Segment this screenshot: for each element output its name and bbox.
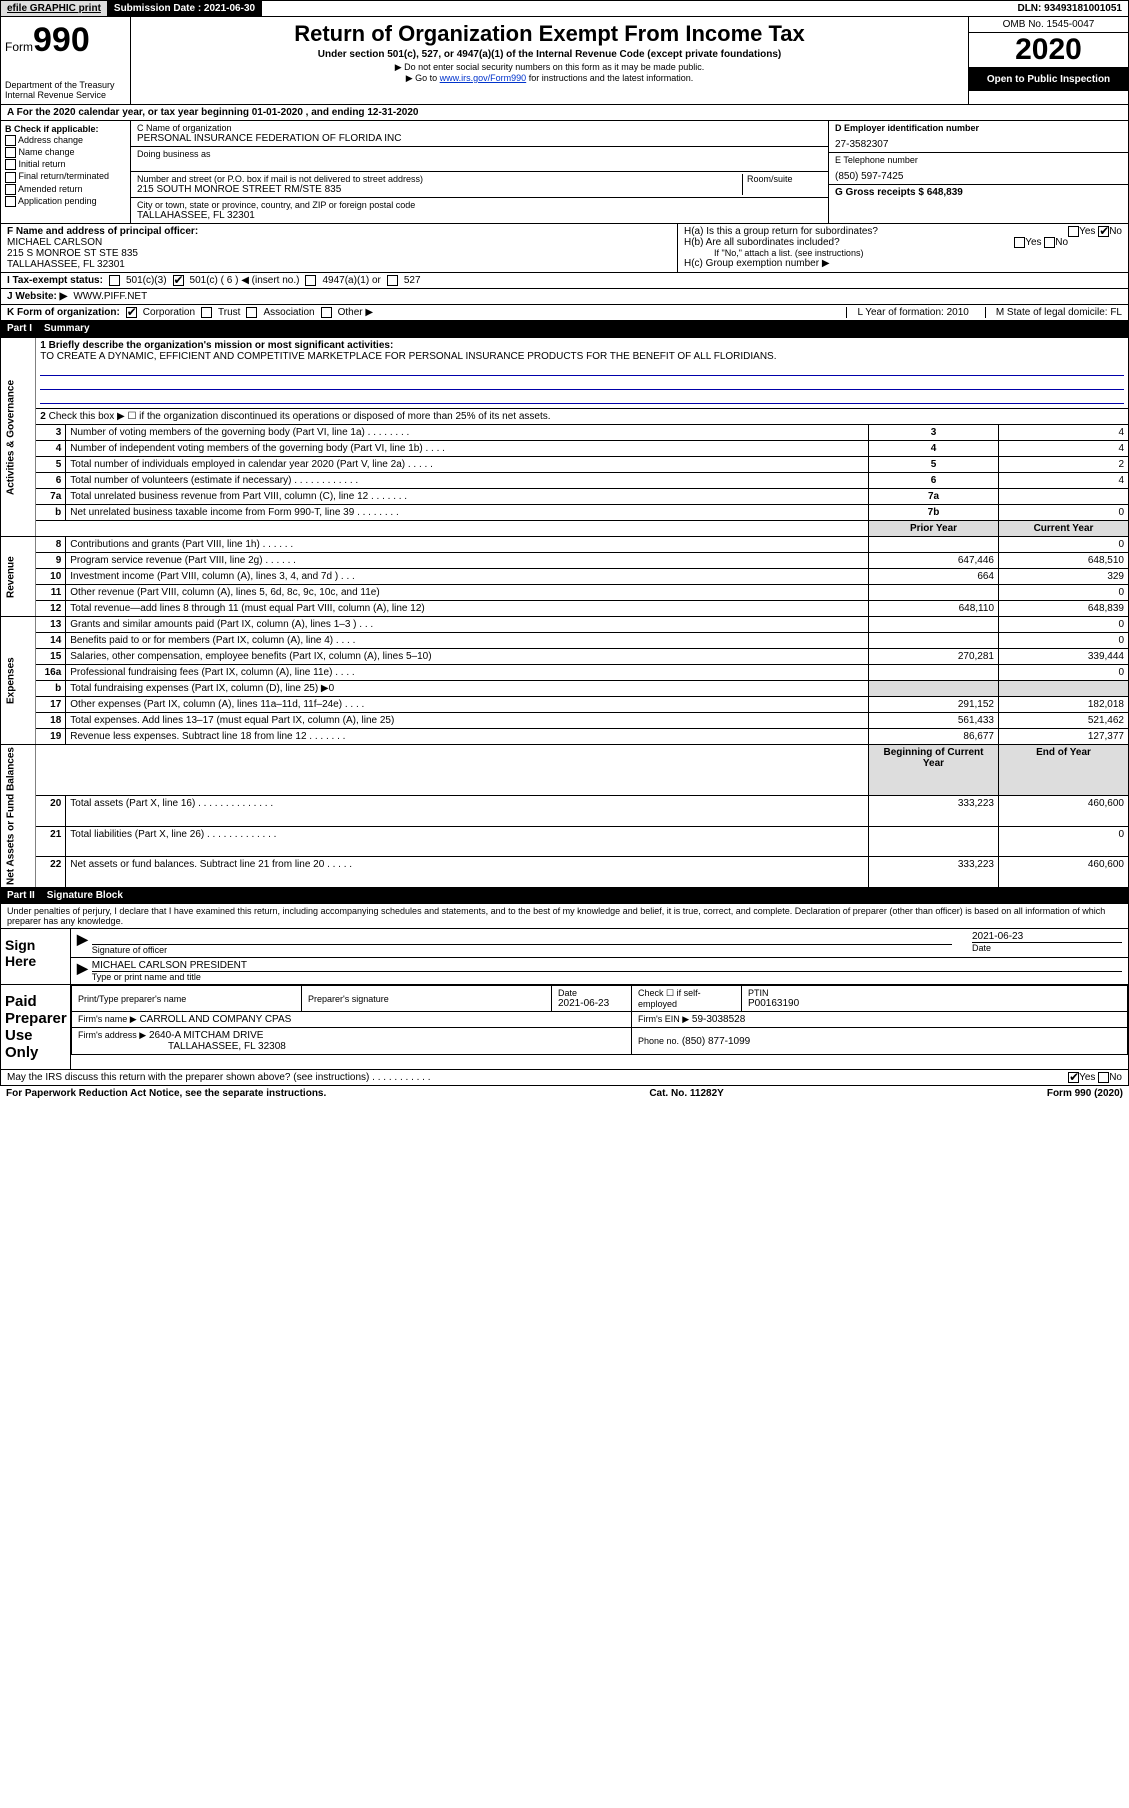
hc-line: H(c) Group exemption number ▶ (684, 258, 1122, 269)
sig-date-label: Date (972, 943, 1122, 953)
ha-line: H(a) Is this a group return for subordin… (684, 226, 1122, 237)
chk-amended[interactable]: Amended return (5, 184, 126, 195)
efile-link[interactable]: efile GRAPHIC print (1, 1, 108, 16)
dept-treasury: Department of the Treasury (5, 80, 126, 90)
footer: For Paperwork Reduction Act Notice, see … (0, 1086, 1129, 1101)
chk-501c3[interactable] (109, 275, 120, 286)
room-label: Room/suite (742, 174, 822, 195)
note-goto: ▶ Go to www.irs.gov/Form990 for instruct… (139, 73, 960, 84)
sign-here-label: Sign Here (1, 929, 71, 984)
open-public-badge: Open to Public Inspection (969, 68, 1128, 91)
cat-number: Cat. No. 11282Y (649, 1088, 723, 1099)
mission-text: TO CREATE A DYNAMIC, EFFICIENT AND COMPE… (40, 351, 1124, 362)
side-revenue: Revenue (1, 537, 36, 617)
officer-typed: MICHAEL CARLSON PRESIDENT (92, 960, 1122, 972)
state-domicile: M State of legal domicile: FL (985, 307, 1122, 318)
period-line-a: A For the 2020 calendar year, or tax yea… (0, 105, 1129, 121)
officer-addr2: TALLAHASSEE, FL 32301 (7, 259, 671, 270)
city-value: TALLAHASSEE, FL 32301 (137, 210, 822, 221)
paperwork-notice: For Paperwork Reduction Act Notice, see … (6, 1088, 326, 1099)
line1-label: 1 Briefly describe the organization's mi… (40, 340, 1124, 351)
part-ii-header: Part II Signature Block (0, 888, 1129, 904)
line-k: K Form of organization: Corporation Trus… (0, 305, 1129, 321)
org-name: PERSONAL INSURANCE FEDERATION OF FLORIDA… (137, 133, 822, 144)
city-label: City or town, state or province, country… (137, 200, 822, 210)
hdr-current: Current Year (999, 521, 1129, 537)
website-value: WWW.PIFF.NET (73, 291, 147, 302)
irs-link[interactable]: www.irs.gov/Form990 (440, 73, 527, 83)
hb-line: H(b) Are all subordinates included? Yes … (684, 237, 1122, 248)
officer-name: MICHAEL CARLSON (7, 237, 671, 248)
sig-date: 2021-06-23 (972, 931, 1122, 943)
paid-preparer-label: Paid Preparer Use Only (1, 985, 71, 1069)
preparer-table: Print/Type preparer's name Preparer's si… (71, 985, 1128, 1055)
block-b-c-d-e: B Check if applicable: Address change Na… (0, 121, 1129, 224)
chk-corp[interactable] (126, 307, 137, 318)
ein-label: D Employer identification number (835, 123, 1122, 133)
chk-final[interactable]: Final return/terminated (5, 171, 126, 182)
form-number: Form990 (5, 21, 126, 60)
street-value: 215 SOUTH MONROE STREET RM/STE 835 (137, 184, 742, 195)
chk-4947[interactable] (305, 275, 316, 286)
officer-addr1: 215 S MONROE ST STE 835 (7, 248, 671, 259)
omb-number: OMB No. 1545-0047 (969, 17, 1128, 33)
discuss-line: May the IRS discuss this return with the… (1, 1069, 1128, 1085)
form-header: Form990 Department of the Treasury Inter… (0, 17, 1129, 105)
dept-irs: Internal Revenue Service (5, 90, 126, 100)
arrow-icon: ▶ (77, 931, 88, 955)
note-ssn: ▶ Do not enter social security numbers o… (139, 62, 960, 73)
part-i-header: Part I Summary (0, 321, 1129, 337)
hb-note: If "No," attach a list. (see instruction… (684, 248, 1122, 258)
officer-typed-label: Type or print name and title (92, 972, 1122, 982)
street-label: Number and street (or P.O. box if mail i… (137, 174, 742, 184)
penalty-text: Under penalties of perjury, I declare th… (1, 904, 1128, 928)
tax-exempt-line: I Tax-exempt status: 501(c)(3) 501(c) ( … (0, 273, 1129, 289)
side-activities: Activities & Governance (1, 338, 36, 537)
hdr-prior: Prior Year (869, 521, 999, 537)
signature-block: Under penalties of perjury, I declare th… (0, 904, 1129, 1086)
dba-label: Doing business as (137, 149, 822, 159)
chk-527[interactable] (387, 275, 398, 286)
phone-value-e: (850) 597-7425 (835, 171, 1122, 182)
year-formation: L Year of formation: 2010 (846, 307, 978, 318)
summary-table: Activities & Governance 1 Briefly descri… (0, 337, 1129, 888)
side-netassets: Net Assets or Fund Balances (1, 745, 36, 888)
gross-receipts: G Gross receipts $ 648,839 (835, 187, 1122, 198)
side-expenses: Expenses (1, 617, 36, 745)
tax-year: 2020 (969, 33, 1128, 68)
officer-label: F Name and address of principal officer: (7, 226, 671, 237)
check-b-label: B Check if applicable: (5, 124, 126, 134)
chk-initial[interactable]: Initial return (5, 159, 126, 170)
line2: 2 Check this box ▶ ☐ if the organization… (36, 409, 1129, 425)
chk-pending[interactable]: Application pending (5, 196, 126, 207)
discuss-yes[interactable] (1068, 1072, 1079, 1083)
dln: DLN: 93493181001051 (1011, 1, 1128, 16)
chk-trust[interactable] (201, 307, 212, 318)
org-name-label: C Name of organization (137, 123, 822, 133)
website-line: J Website: ▶ WWW.PIFF.NET (0, 289, 1129, 305)
chk-name[interactable]: Name change (5, 147, 126, 158)
top-bar: efile GRAPHIC print Submission Date : 20… (0, 0, 1129, 17)
phone-label-e: E Telephone number (835, 155, 1122, 165)
discuss-no[interactable] (1098, 1072, 1109, 1083)
chk-other[interactable] (321, 307, 332, 318)
form-title: Return of Organization Exempt From Incom… (139, 21, 960, 47)
sig-officer-label: Signature of officer (92, 945, 952, 955)
chk-assoc[interactable] (246, 307, 257, 318)
submission-date: Submission Date : 2021-06-30 (108, 1, 262, 16)
chk-501c[interactable] (173, 275, 184, 286)
form-version: Form 990 (2020) (1047, 1088, 1123, 1099)
arrow-icon: ▶ (77, 960, 88, 982)
ein-value: 27-3582307 (835, 139, 1122, 150)
chk-address[interactable]: Address change (5, 135, 126, 146)
form-subtitle: Under section 501(c), 527, or 4947(a)(1)… (139, 49, 960, 60)
block-f-h: F Name and address of principal officer:… (0, 224, 1129, 273)
